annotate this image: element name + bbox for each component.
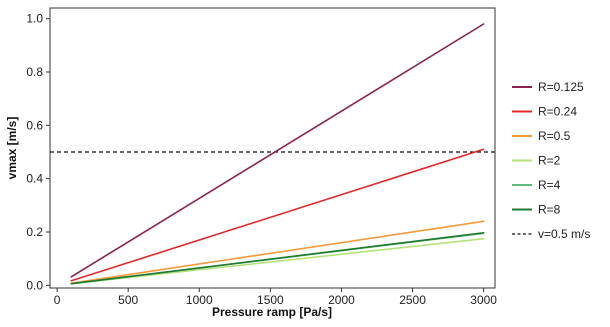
legend-label: R=2	[538, 154, 561, 168]
series-line	[70, 148, 485, 282]
series-line	[70, 232, 485, 285]
y-tick-label: 0.4	[26, 172, 43, 186]
series-line	[70, 220, 485, 285]
x-tick-label: 1500	[257, 293, 284, 307]
ticks-layer: 0 500 1000 1500 2000 2500 3000 0.0 0.2 0.4 0.6 0.8 1…	[26, 12, 497, 307]
x-tick-label: 0	[54, 293, 61, 307]
series-line	[70, 237, 485, 285]
x-tick-label: 3000	[470, 293, 497, 307]
legend: R=0.125 R=0.24 R=0.5 R=2 R=4 R=8 v=0.5 m/s	[512, 80, 590, 241]
y-tick-label: 0.2	[26, 225, 43, 239]
legend-label: v=0.5 m/s	[538, 227, 590, 241]
legend-label: R=0.125	[538, 80, 584, 94]
x-tick-label: 1000	[186, 293, 213, 307]
y-tick-label: 0.6	[26, 118, 43, 132]
legend-label: R=0.24	[538, 105, 577, 119]
legend-label: R=8	[538, 203, 561, 217]
plot-area	[49, 7, 496, 289]
y-axis-title: vmax [m/s]	[5, 117, 19, 180]
legend-label: R=4	[538, 178, 561, 192]
x-tick-label: 500	[118, 293, 138, 307]
x-tick-label: 2000	[328, 293, 355, 307]
x-tick-label: 2500	[399, 293, 426, 307]
y-tick-label: 0.8	[26, 65, 43, 79]
y-tick-label: 1.0	[26, 12, 43, 26]
series-line	[70, 23, 485, 278]
legend-label: R=0.5	[538, 129, 571, 143]
series-layer	[70, 23, 485, 285]
y-tick-label: 0.0	[26, 278, 43, 292]
x-axis-title: Pressure ramp [Pa/s]	[212, 305, 332, 319]
